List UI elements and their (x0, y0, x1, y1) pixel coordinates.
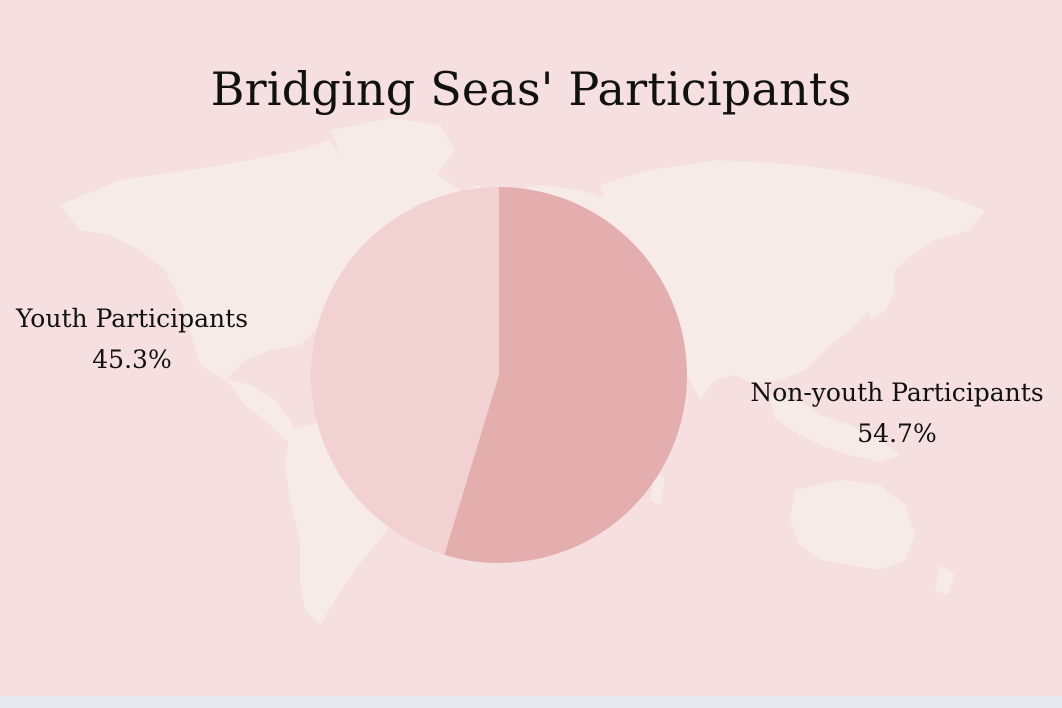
chart-title: Bridging Seas' Participants (210, 62, 852, 116)
slice-label-youth: Youth Participants 45.3% (4, 298, 260, 380)
pie-slice-youth (311, 187, 499, 555)
pie-slice-nonyouth (444, 186, 688, 564)
slice-name-youth: Youth Participants (15, 304, 249, 333)
bottom-strip (0, 696, 1062, 708)
slice-label-nonyouth: Non-youth Participants 54.7% (742, 372, 1052, 454)
slice-percent-nonyouth: 54.7% (857, 419, 937, 448)
slice-name-nonyouth: Non-youth Participants (750, 378, 1044, 407)
slice-percent-youth: 45.3% (92, 345, 172, 374)
